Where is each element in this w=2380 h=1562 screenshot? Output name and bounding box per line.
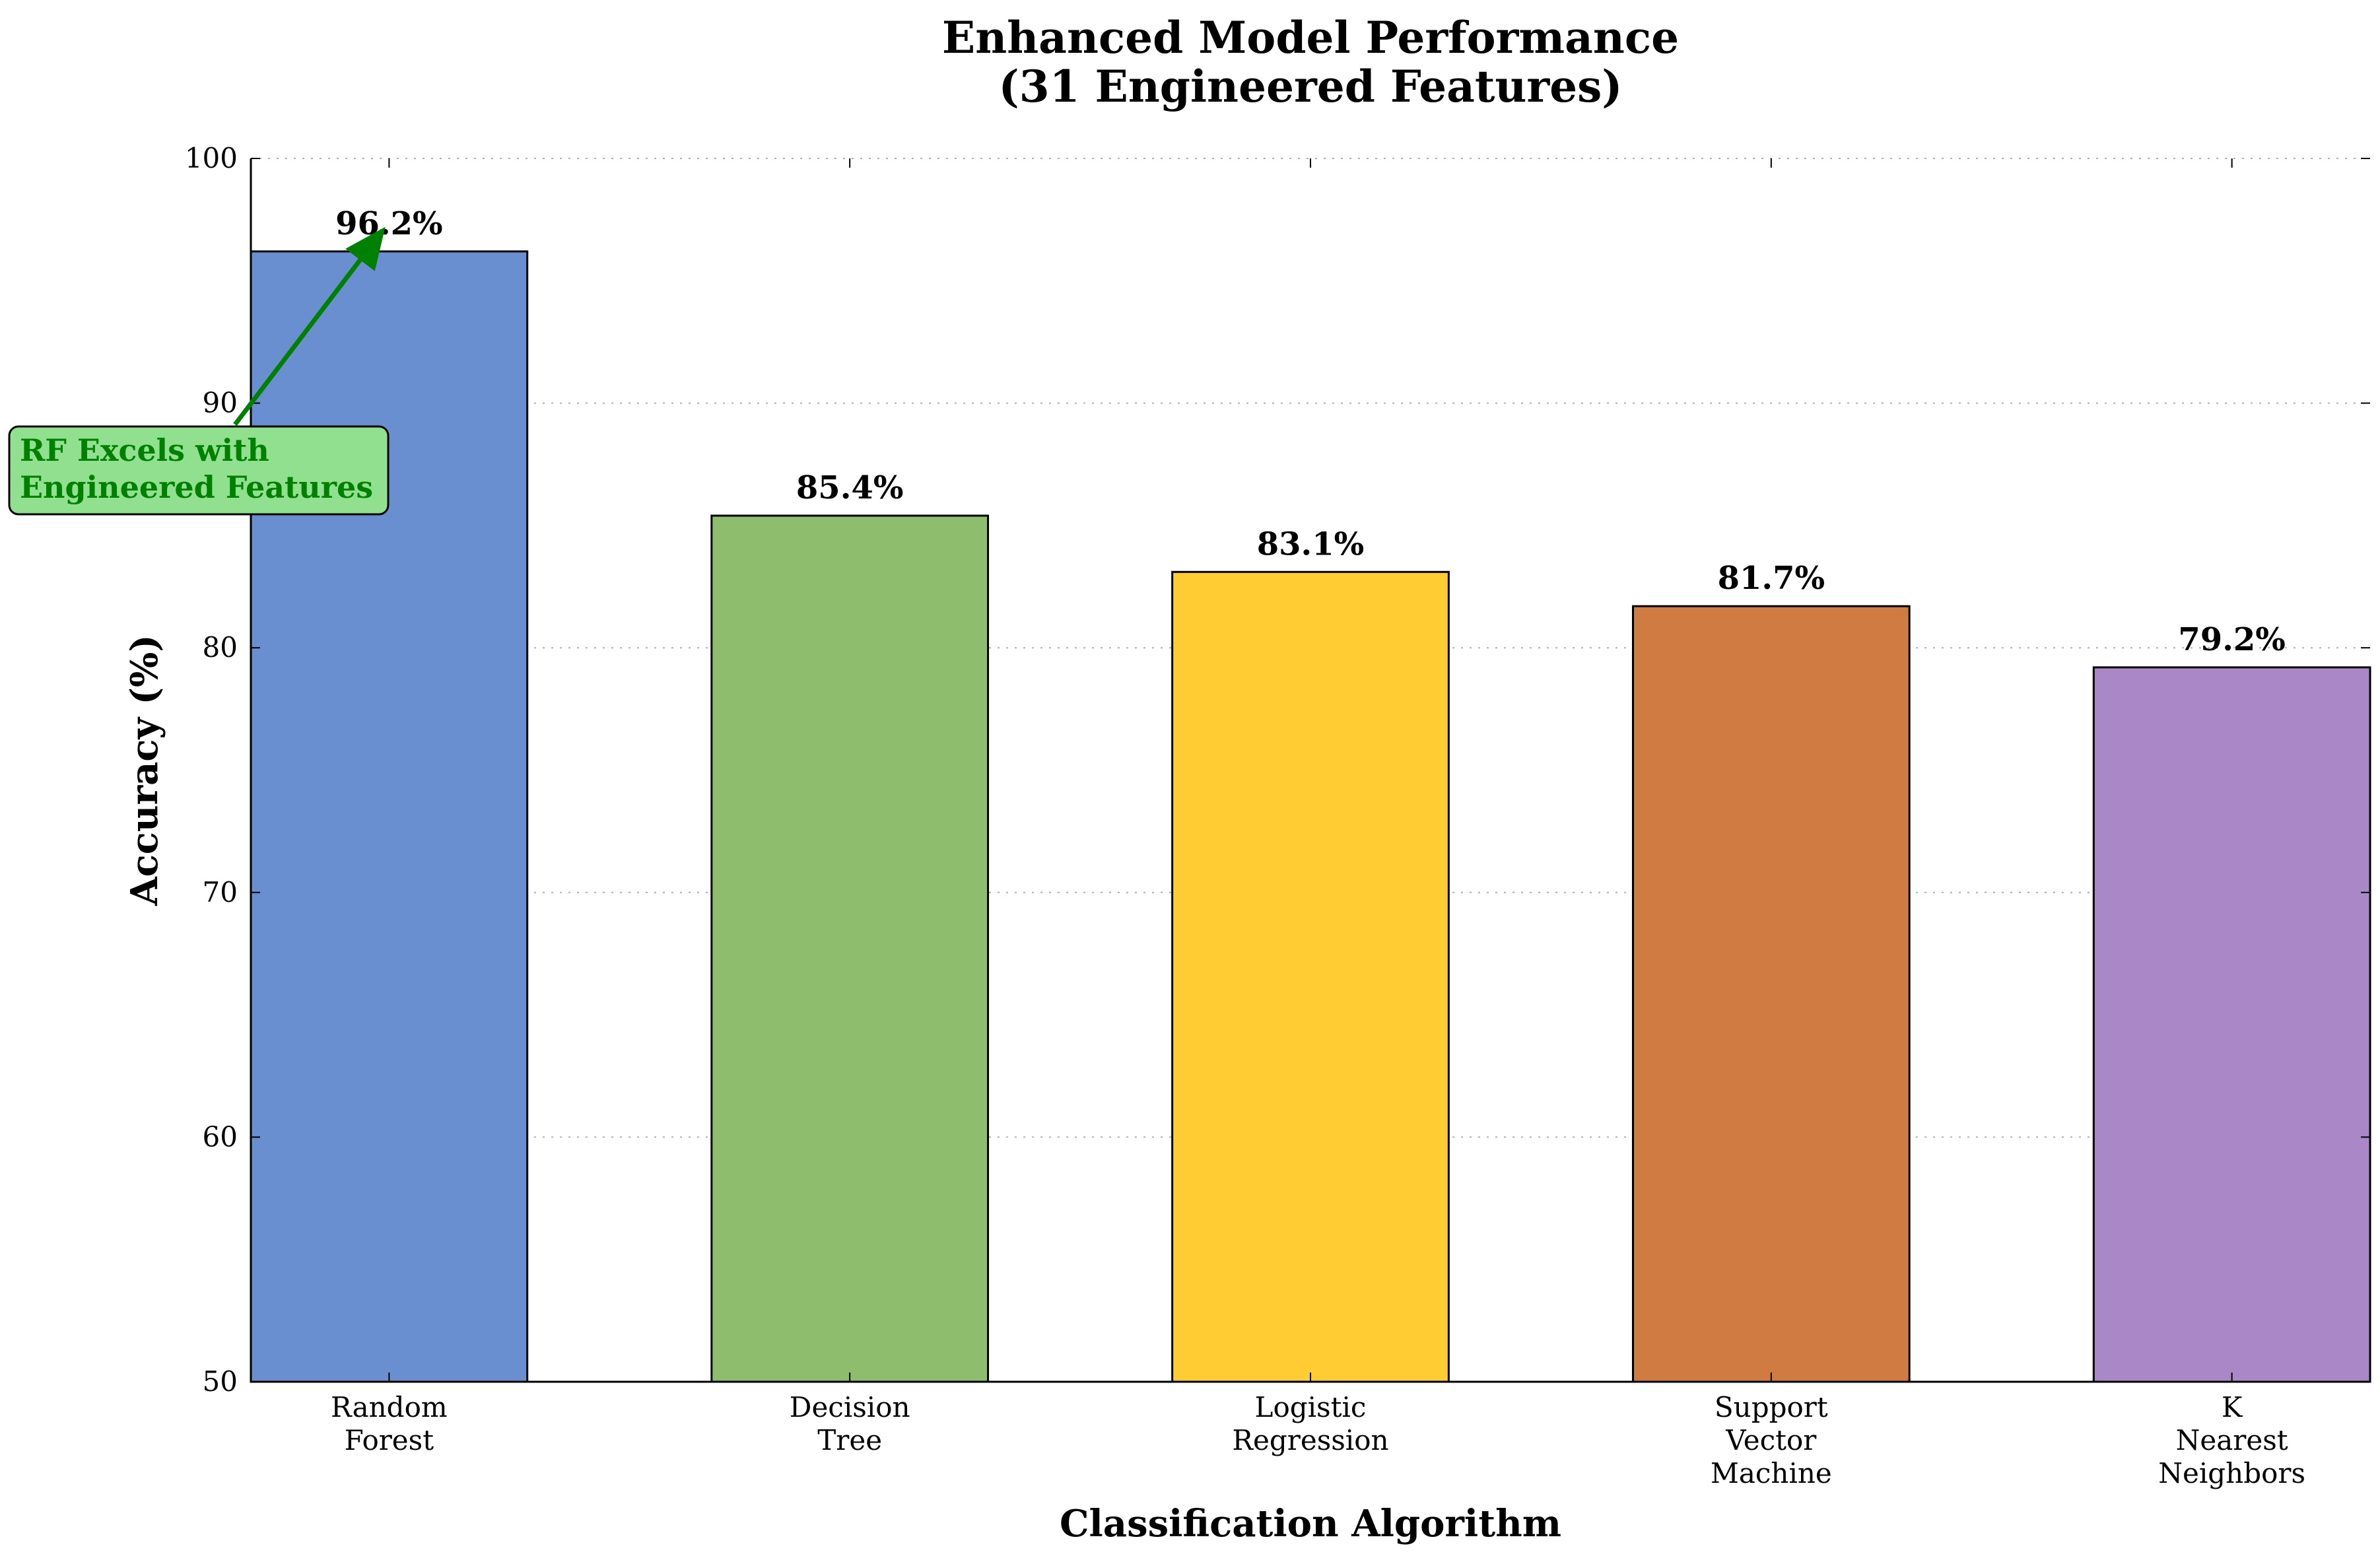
x-tick-label-line: Machine	[1711, 1457, 1832, 1489]
y-tick-label-80: 80	[203, 631, 238, 663]
x-tick-label-line: Forest	[345, 1424, 434, 1456]
y-tick-label-100: 100	[185, 142, 238, 174]
y-tick-label-70: 70	[203, 876, 238, 908]
y-tick-label-60: 60	[203, 1120, 238, 1153]
bar-0[interactable]	[250, 250, 529, 1383]
bar-4[interactable]	[2092, 666, 2371, 1383]
value-label-4: 79.2%	[2178, 621, 2286, 658]
bar-3[interactable]	[1631, 605, 1911, 1383]
value-label-3: 81.7%	[1718, 560, 1825, 597]
chart-title-line: Enhanced Model Performance	[942, 12, 1679, 63]
y-tick-label-50: 50	[203, 1365, 238, 1398]
bar-1[interactable]	[710, 514, 990, 1383]
x-tick-label-line: Regression	[1232, 1424, 1388, 1456]
y-axis-label: Accuracy (%)	[123, 634, 166, 906]
annotation-text: RF Excels with Engineered Features	[20, 432, 373, 505]
annotation-box	[8, 425, 390, 516]
annotation-text-line: RF Excels with	[20, 432, 269, 468]
chart-title: Enhanced Model Performance (31 Engineered…	[942, 12, 1679, 112]
x-tick-label-1: Decision Tree	[790, 1391, 910, 1456]
x-tick-label-3: Support Vector Machine	[1711, 1391, 1832, 1489]
x-tick-label-line: Nearest	[2176, 1424, 2288, 1456]
x-tick-label-line: K	[2222, 1391, 2243, 1423]
x-tick-label-line: Vector	[1725, 1424, 1817, 1456]
annotation-text-line: Engineered Features	[20, 469, 373, 505]
value-label-0: 96.2%	[335, 205, 443, 242]
bar-2[interactable]	[1171, 570, 1450, 1383]
annotation-arrow	[233, 226, 386, 426]
x-tick-label-line: Neighbors	[2158, 1457, 2305, 1489]
x-tick-label-0: Random Forest	[331, 1391, 448, 1456]
y-tick-label-90: 90	[203, 387, 238, 419]
value-label-1: 85.4%	[796, 469, 904, 506]
x-tick-label-line: Random	[331, 1391, 448, 1423]
x-tick-label-line: Decision	[790, 1391, 910, 1423]
x-tick-label-2: Logistic Regression	[1232, 1391, 1388, 1456]
x-tick-label-line: Support	[1715, 1391, 1828, 1423]
x-axis-label: Classification Algorithm	[1060, 1502, 1561, 1545]
x-tick-label-line: Logistic	[1255, 1391, 1367, 1423]
x-tick-label-line: Tree	[817, 1424, 882, 1456]
value-label-2: 83.1%	[1257, 526, 1365, 562]
chart-title-line: (31 Engineered Features)	[998, 61, 1622, 112]
x-tick-label-4: K Nearest Neighbors	[2158, 1391, 2305, 1489]
